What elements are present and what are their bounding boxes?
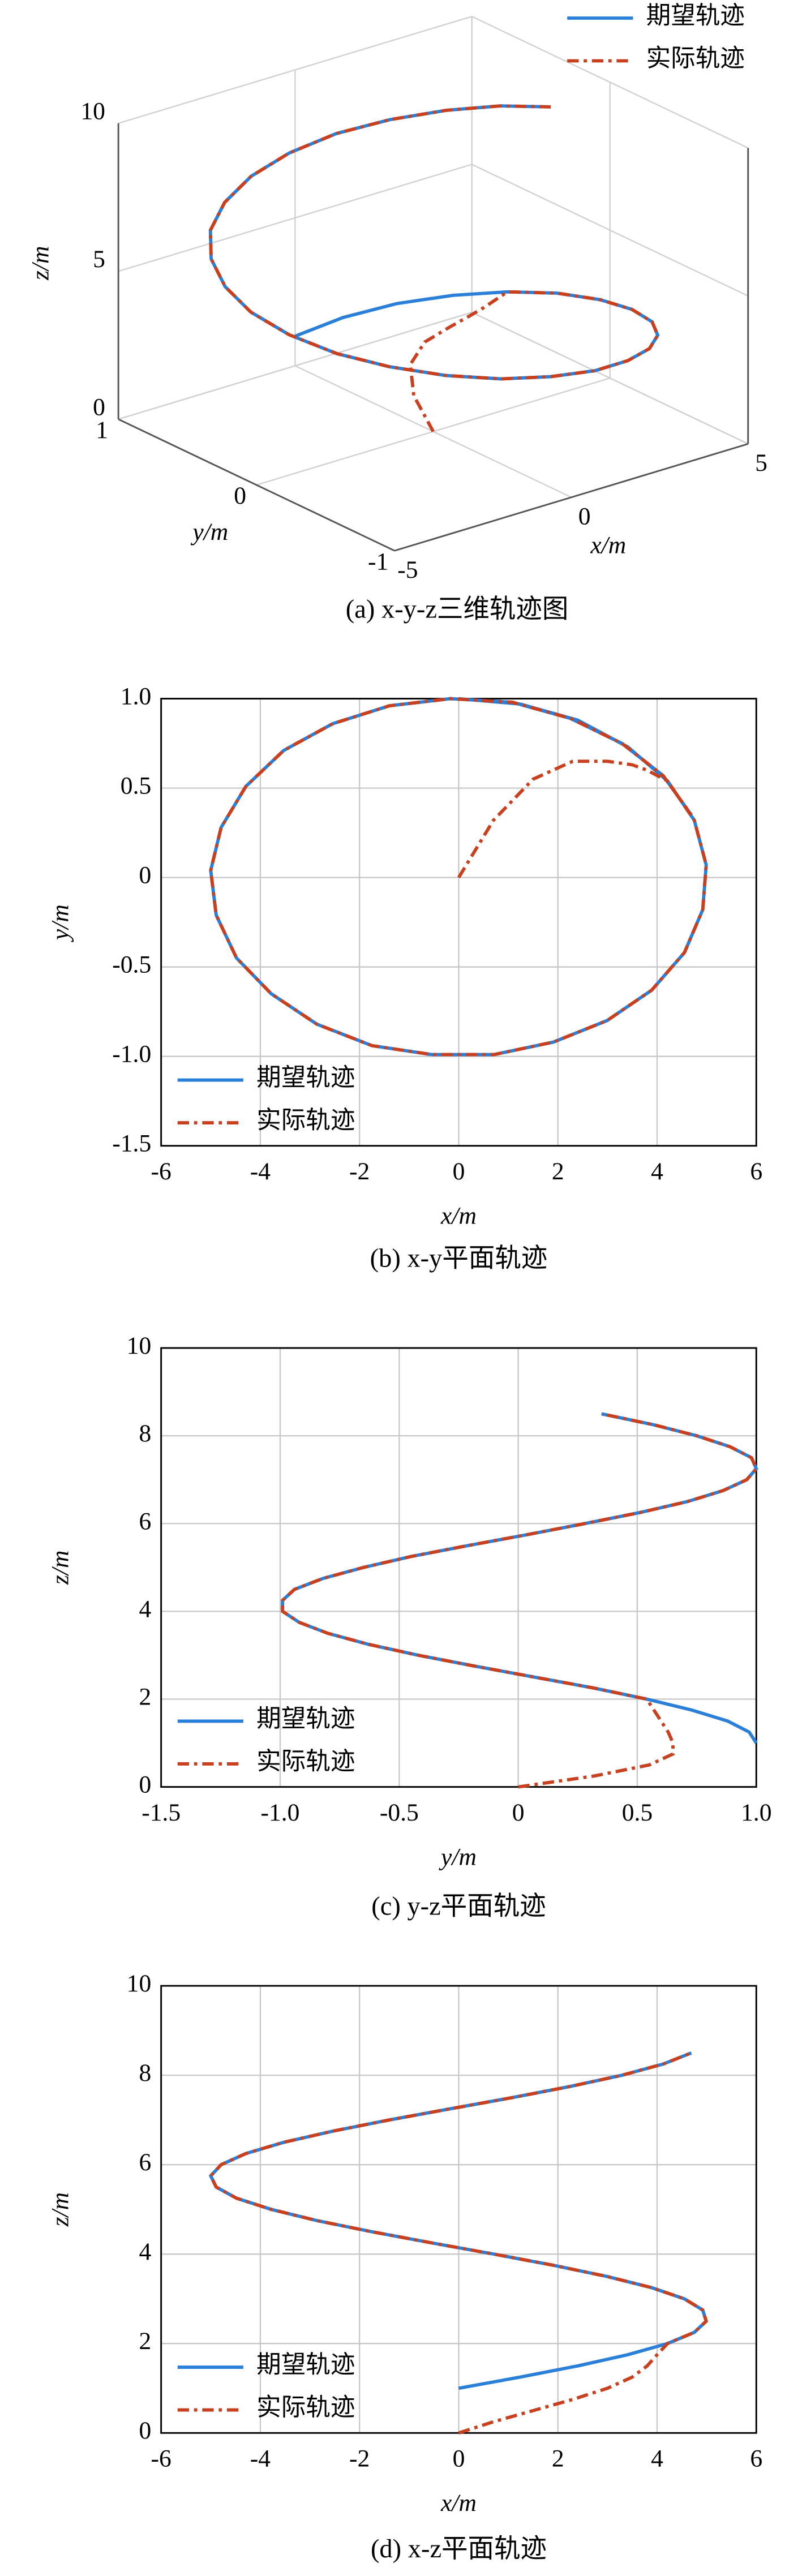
x-tick-label: -6 bbox=[151, 2445, 171, 2472]
plot-area bbox=[161, 1348, 757, 1787]
x-tick-label: -2 bbox=[349, 2445, 370, 2472]
x-tick-label: 0 bbox=[453, 1158, 465, 1185]
x-tick-label: -4 bbox=[250, 1158, 271, 1185]
legend-label: 实际轨迹 bbox=[256, 1107, 355, 1134]
x-tick-label: 4 bbox=[651, 1158, 663, 1185]
grid-line bbox=[118, 15, 473, 124]
x-tick-label: 2 bbox=[552, 2445, 564, 2472]
legend-label: 实际轨迹 bbox=[256, 1748, 355, 1775]
y-tick-label: 10 bbox=[127, 1970, 152, 1997]
y-tick-label: 0 bbox=[139, 2417, 151, 2444]
y-tick-label: 6 bbox=[139, 1508, 151, 1535]
legend-label: 期望轨迹 bbox=[256, 1705, 355, 1732]
z-tick-label: 5 bbox=[93, 246, 105, 273]
caption: (d) x-z平面轨迹 bbox=[371, 2535, 547, 2564]
z-tick-label: 10 bbox=[80, 97, 105, 124]
caption: (b) x-y平面轨迹 bbox=[370, 1244, 548, 1273]
x-tick-label: 4 bbox=[651, 2445, 663, 2472]
z-axis-label: z/m bbox=[27, 246, 54, 281]
legend-label: 期望轨迹 bbox=[646, 2, 745, 29]
trajectory bbox=[208, 104, 660, 432]
y-axis-label: z/m bbox=[46, 1551, 74, 1586]
y-tick-label: 0 bbox=[139, 862, 151, 889]
trajectory bbox=[208, 2051, 709, 2435]
y-tick-label: 10 bbox=[127, 1332, 152, 1359]
legend-label: 期望轨迹 bbox=[256, 1064, 355, 1092]
x-axis-label: x/m bbox=[440, 1203, 477, 1230]
legend-label: 实际轨迹 bbox=[256, 2394, 355, 2422]
y-axis-label: y/m bbox=[46, 904, 74, 942]
y-tick-label: 2 bbox=[139, 2328, 151, 2355]
y-axis bbox=[118, 418, 395, 552]
caption: (a) x-y-z三维轨迹图 bbox=[346, 595, 569, 624]
y-axis-label: z/m bbox=[46, 2192, 74, 2227]
y-tick-label: 4 bbox=[139, 1595, 151, 1622]
grid-line bbox=[471, 164, 749, 297]
x-tick-label: 1.0 bbox=[741, 1799, 771, 1826]
y-tick-label: 4 bbox=[139, 2238, 151, 2265]
x-tick-label: 5 bbox=[755, 449, 767, 476]
y-tick-label: 0 bbox=[234, 482, 246, 509]
x-axis bbox=[394, 443, 749, 552]
grid-line bbox=[471, 311, 749, 445]
trajectory bbox=[281, 1412, 758, 1789]
y-tick-label: -0.5 bbox=[112, 951, 151, 978]
x-tick-label: 0 bbox=[578, 503, 591, 530]
x-tick-label: -4 bbox=[250, 2445, 271, 2472]
x-tick-label: -5 bbox=[397, 556, 418, 583]
y-tick-label: 0 bbox=[139, 1771, 151, 1798]
y-tick-label: -1.5 bbox=[112, 1130, 151, 1157]
grid-line bbox=[471, 16, 749, 149]
x-tick-label: -2 bbox=[349, 1158, 370, 1185]
x-tick-label: 6 bbox=[750, 1158, 762, 1185]
trajectory bbox=[209, 697, 708, 1057]
x-tick-label: -6 bbox=[151, 1158, 171, 1185]
x-tick-label: 2 bbox=[552, 1158, 564, 1185]
x-tick-label: 0 bbox=[453, 2445, 465, 2472]
grid-line bbox=[118, 311, 473, 420]
z-tick-label: 0 bbox=[93, 393, 105, 420]
plot-frame bbox=[160, 1985, 757, 2434]
y-tick-label: 8 bbox=[139, 1420, 151, 1447]
caption: (c) y-z平面轨迹 bbox=[371, 1892, 546, 1921]
y-tick-label: 2 bbox=[139, 1684, 151, 1711]
x-tick-label: 6 bbox=[750, 2445, 762, 2472]
y-tick-label: -1 bbox=[368, 548, 388, 575]
y-tick-label: 6 bbox=[139, 2149, 151, 2176]
x-axis-label: x/m bbox=[590, 531, 626, 559]
y-axis-label: y/m bbox=[190, 518, 228, 546]
legend-label: 实际轨迹 bbox=[646, 45, 745, 72]
trajectory bbox=[208, 2051, 709, 2390]
x-axis-label: y/m bbox=[439, 1843, 477, 1870]
y-tick-label: -1.0 bbox=[112, 1041, 151, 1068]
y-tick-label: 1.0 bbox=[121, 683, 151, 710]
x-tick-label: -0.5 bbox=[380, 1799, 419, 1826]
x-tick-label: 0 bbox=[512, 1799, 525, 1826]
legend-label: 期望轨迹 bbox=[256, 2351, 355, 2378]
y-tick-label: 1 bbox=[96, 417, 108, 444]
plot-frame bbox=[160, 1347, 757, 1788]
x-tick-label: -1.0 bbox=[261, 1799, 300, 1826]
y-tick-label: 8 bbox=[139, 2059, 151, 2086]
x-tick-label: -1.5 bbox=[141, 1799, 181, 1826]
grid-line bbox=[118, 164, 473, 272]
x-axis-label: x/m bbox=[440, 2489, 477, 2517]
y-tick-label: 0.5 bbox=[121, 772, 151, 800]
x-tick-label: 0.5 bbox=[622, 1799, 653, 1826]
